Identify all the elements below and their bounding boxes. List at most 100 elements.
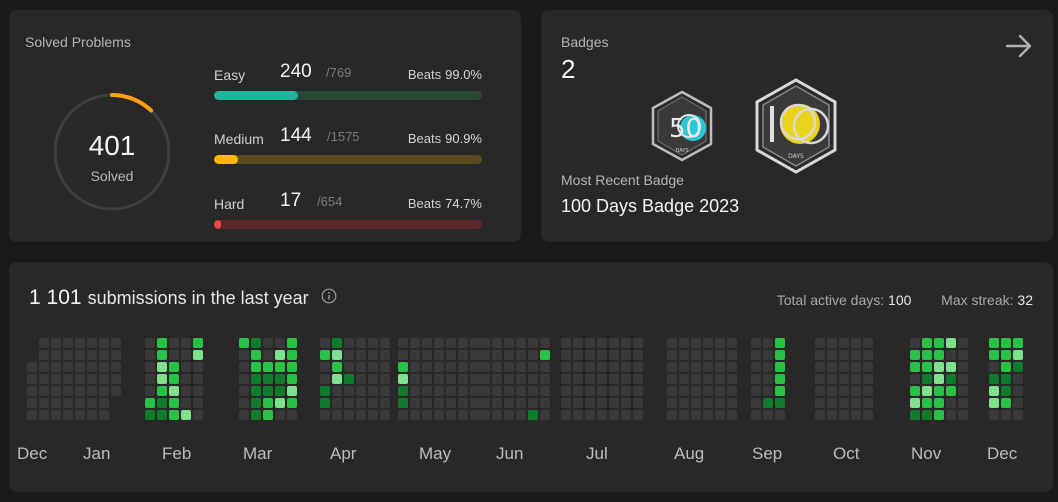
heatmap-day-cell[interactable] [691, 374, 701, 384]
heatmap-day-cell[interactable] [703, 398, 713, 408]
heatmap-day-cell[interactable] [275, 350, 285, 360]
heatmap-day-cell[interactable] [193, 386, 203, 396]
heatmap-day-cell[interactable] [368, 398, 378, 408]
heatmap-day-cell[interactable] [368, 362, 378, 372]
heatmap-day-cell[interactable] [458, 362, 468, 372]
heatmap-day-cell[interactable] [573, 350, 583, 360]
heatmap-day-cell[interactable] [75, 362, 85, 372]
heatmap-day-cell[interactable] [1001, 362, 1011, 372]
heatmap-day-cell[interactable] [263, 374, 273, 384]
heatmap-day-cell[interactable] [87, 386, 97, 396]
heatmap-day-cell[interactable] [727, 398, 737, 408]
heatmap-day-cell[interactable] [715, 398, 725, 408]
heatmap-day-cell[interactable] [703, 374, 713, 384]
heatmap-day-cell[interactable] [633, 374, 643, 384]
heatmap-day-cell[interactable] [715, 362, 725, 372]
heatmap-day-cell[interactable] [398, 362, 408, 372]
heatmap-day-cell[interactable] [775, 410, 785, 420]
heatmap-day-cell[interactable] [193, 398, 203, 408]
heatmap-day-cell[interactable] [763, 362, 773, 372]
heatmap-day-cell[interactable] [480, 350, 490, 360]
heatmap-day-cell[interactable] [398, 338, 408, 348]
heatmap-day-cell[interactable] [356, 350, 366, 360]
heatmap-day-cell[interactable] [679, 350, 689, 360]
heatmap-day-cell[interactable] [691, 410, 701, 420]
heatmap-day-cell[interactable] [839, 338, 849, 348]
heatmap-day-cell[interactable] [958, 374, 968, 384]
heatmap-day-cell[interactable] [492, 398, 502, 408]
heatmap-day-cell[interactable] [422, 338, 432, 348]
heatmap-day-cell[interactable] [827, 410, 837, 420]
heatmap-day-cell[interactable] [561, 338, 571, 348]
heatmap-day-cell[interactable] [958, 386, 968, 396]
heatmap-day-cell[interactable] [1001, 410, 1011, 420]
heatmap-day-cell[interactable] [1001, 350, 1011, 360]
heatmap-day-cell[interactable] [398, 398, 408, 408]
heatmap-day-cell[interactable] [446, 338, 456, 348]
heatmap-day-cell[interactable] [380, 386, 390, 396]
heatmap-day-cell[interactable] [263, 338, 273, 348]
heatmap-day-cell[interactable] [528, 374, 538, 384]
heatmap-day-cell[interactable] [275, 338, 285, 348]
heatmap-day-cell[interactable] [398, 374, 408, 384]
heatmap-day-cell[interactable] [410, 350, 420, 360]
heatmap-day-cell[interactable] [679, 338, 689, 348]
heatmap-day-cell[interactable] [87, 374, 97, 384]
heatmap-day-cell[interactable] [561, 350, 571, 360]
heatmap-day-cell[interactable] [332, 410, 342, 420]
heatmap-day-cell[interactable] [332, 386, 342, 396]
heatmap-day-cell[interactable] [251, 410, 261, 420]
heatmap-day-cell[interactable] [528, 398, 538, 408]
heatmap-day-cell[interactable] [169, 386, 179, 396]
heatmap-day-cell[interactable] [815, 362, 825, 372]
heatmap-day-cell[interactable] [63, 374, 73, 384]
heatmap-day-cell[interactable] [667, 362, 677, 372]
heatmap-day-cell[interactable] [922, 374, 932, 384]
heatmap-day-cell[interactable] [380, 362, 390, 372]
heatmap-day-cell[interactable] [633, 362, 643, 372]
heatmap-day-cell[interactable] [39, 362, 49, 372]
heatmap-day-cell[interactable] [815, 350, 825, 360]
heatmap-day-cell[interactable] [446, 374, 456, 384]
heatmap-day-cell[interactable] [169, 374, 179, 384]
heatmap-day-cell[interactable] [775, 362, 785, 372]
heatmap-day-cell[interactable] [492, 386, 502, 396]
heatmap-day-cell[interactable] [157, 374, 167, 384]
heatmap-day-cell[interactable] [851, 398, 861, 408]
heatmap-day-cell[interactable] [480, 410, 490, 420]
heatmap-day-cell[interactable] [380, 374, 390, 384]
heatmap-day-cell[interactable] [75, 338, 85, 348]
heatmap-day-cell[interactable] [621, 374, 631, 384]
heatmap-day-cell[interactable] [621, 350, 631, 360]
heatmap-day-cell[interactable] [946, 374, 956, 384]
heatmap-day-cell[interactable] [492, 350, 502, 360]
heatmap-day-cell[interactable] [516, 410, 526, 420]
heatmap-day-cell[interactable] [851, 410, 861, 420]
heatmap-day-cell[interactable] [851, 350, 861, 360]
heatmap-day-cell[interactable] [667, 386, 677, 396]
heatmap-day-cell[interactable] [851, 362, 861, 372]
heatmap-day-cell[interactable] [1013, 350, 1023, 360]
heatmap-day-cell[interactable] [239, 350, 249, 360]
heatmap-day-cell[interactable] [504, 386, 514, 396]
heatmap-day-cell[interactable] [275, 410, 285, 420]
heatmap-day-cell[interactable] [851, 338, 861, 348]
heatmap-day-cell[interactable] [597, 350, 607, 360]
heatmap-day-cell[interactable] [528, 386, 538, 396]
heatmap-day-cell[interactable] [99, 374, 109, 384]
heatmap-day-cell[interactable] [1013, 362, 1023, 372]
heatmap-day-cell[interactable] [540, 338, 550, 348]
heatmap-day-cell[interactable] [751, 350, 761, 360]
heatmap-day-cell[interactable] [561, 398, 571, 408]
heatmap-day-cell[interactable] [287, 350, 297, 360]
heatmap-day-cell[interactable] [763, 338, 773, 348]
heatmap-day-cell[interactable] [561, 410, 571, 420]
heatmap-day-cell[interactable] [492, 362, 502, 372]
heatmap-day-cell[interactable] [239, 398, 249, 408]
heatmap-day-cell[interactable] [446, 386, 456, 396]
heatmap-day-cell[interactable] [251, 386, 261, 396]
heatmap-day-cell[interactable] [946, 398, 956, 408]
heatmap-day-cell[interactable] [39, 410, 49, 420]
heatmap-day-cell[interactable] [516, 350, 526, 360]
heatmap-day-cell[interactable] [989, 386, 999, 396]
